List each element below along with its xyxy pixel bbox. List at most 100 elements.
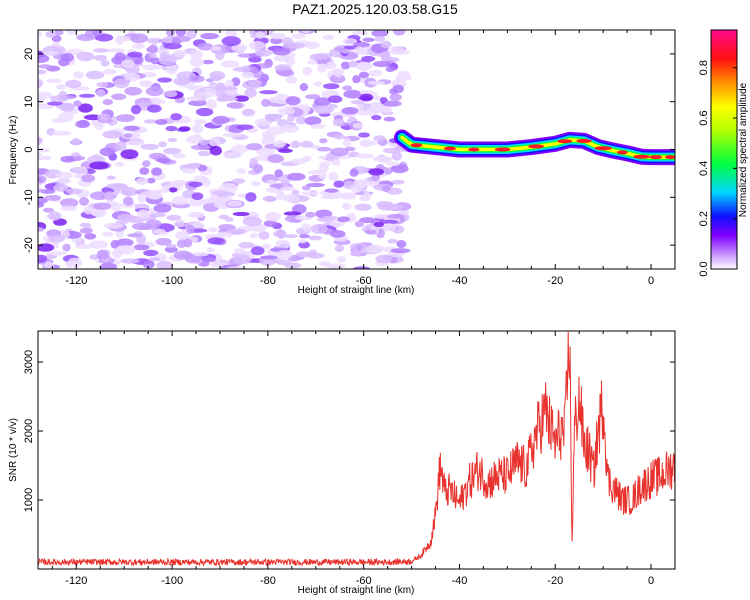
spectrogram-noise-cell (286, 172, 306, 181)
spectrogram-noise-cell (81, 174, 96, 183)
spectrogram-noise-cell (163, 147, 182, 155)
spectrogram-noise-cell (38, 148, 51, 153)
spectrogram-noise-cell (276, 190, 285, 201)
spectrogram-noise-cell (397, 70, 411, 79)
spectrogram-noise-cell (205, 78, 214, 83)
spectrogram-noise-cell (38, 103, 54, 110)
spectrogram-noise-cell (38, 137, 41, 147)
spectrogram-noise-cell (53, 183, 69, 192)
spectrogram-noise-cell (194, 91, 210, 97)
spectrogram-noise-cell (319, 138, 328, 144)
spectrogram-noise-cell (305, 94, 321, 100)
spectrogram-noise-cell (280, 180, 290, 187)
spectrogram-noise-cell (349, 243, 367, 250)
spectrogram-noise-cell (97, 113, 111, 121)
spectrogram-noise-cell (224, 217, 234, 222)
spectrogram-noise-cell (232, 178, 245, 184)
spectrogram-noise-cell (275, 259, 292, 265)
spectrogram-noise-cell (358, 61, 371, 70)
spectrogram-noise-cell (232, 66, 251, 72)
spectrogram-noise-cell (76, 33, 96, 42)
spectrogram-noise-cell (386, 213, 405, 219)
spectrogram-x-tick-label: -20 (547, 275, 563, 287)
spectrogram-noise-cell (208, 226, 218, 233)
colorbar: 0.0 0.2 0.4 0.6 0.8 Normalized spectral ampl… (698, 29, 749, 277)
snr-x-tick-label: -60 (356, 575, 372, 587)
spectrogram-noise-cell (368, 168, 385, 176)
spectrogram-noise-cell (253, 164, 264, 174)
spectrogram-noise-cell (249, 232, 258, 239)
spectrogram-noise-cell (174, 221, 186, 228)
colorbar-label: Normalized spectral amplitude (738, 82, 749, 217)
spectrogram-noise-cell (130, 33, 149, 44)
spectrogram-noise-cell (51, 130, 71, 136)
spectrogram-noise-cell (236, 168, 246, 174)
spectrogram-noise-cell (399, 210, 410, 215)
spectrogram-noise-cell (205, 99, 217, 110)
spectrogram-noise-cell (184, 163, 200, 170)
spectrogram-noise-cell (361, 55, 376, 62)
spectrogram-noise-cell (206, 247, 216, 253)
spectrogram-noise-cell (120, 258, 140, 264)
spectrogram-noise-cell (313, 81, 323, 87)
spectrogram-noise-cell (60, 52, 75, 62)
spectrogram-noise-cell (352, 122, 363, 129)
spectrogram-x-tick-label: 0 (648, 275, 654, 287)
spectrogram-noise-cell (48, 234, 65, 243)
spectrogram-noise-cell (90, 209, 104, 217)
spectrogram-noise-cell (172, 179, 190, 186)
spectrogram-noise-cell (38, 64, 53, 69)
spectrogram-noise-cell (215, 50, 225, 61)
spectrogram-ridge-peak (616, 150, 628, 155)
spectrogram-noise-cell (57, 112, 74, 122)
spectrogram-noise-cell (250, 181, 262, 187)
spectrogram-noise-cell (226, 102, 243, 109)
spectrogram-noise-cell (147, 104, 162, 113)
spectrogram-noise-cell (259, 255, 278, 260)
spectrogram-noise-cell (308, 249, 317, 257)
spectrogram-noise-cell (263, 220, 278, 228)
snr-x-tick-label: -20 (547, 575, 563, 587)
spectrogram-noise-cell (60, 205, 78, 211)
spectrogram-noise-cell (142, 64, 162, 71)
spectrogram-noise-cell (313, 97, 331, 107)
spectrogram-noise-cell (393, 30, 406, 36)
spectrogram-noise-cell (38, 227, 45, 233)
spectrogram-noise-cells (38, 30, 413, 269)
spectrogram-noise-cell (99, 262, 118, 269)
spectrogram-noise-cell (92, 48, 110, 53)
spectrogram-noise-cell (166, 64, 178, 75)
spectrogram-noise-cell (371, 115, 382, 121)
spectrogram-noise-cell (116, 114, 135, 123)
spectrogram-noise-cell (390, 164, 409, 174)
spectrogram-noise-cell (220, 60, 240, 68)
spectrogram-x-tick-label: -80 (260, 275, 276, 287)
spectrogram-noise-cell (216, 231, 234, 238)
spectrogram-noise-cell (289, 158, 307, 165)
spectrogram-ridge-peak (468, 147, 480, 152)
spectrogram-noise-cell (372, 60, 391, 68)
spectrogram-noise-cell (391, 179, 405, 185)
spectrogram-noise-cell (120, 149, 139, 160)
spectrogram-noise-cell (290, 140, 301, 149)
spectrogram-noise-cell (211, 74, 222, 82)
spectrogram-noise-cell (323, 83, 340, 90)
colorbar-gradient (711, 30, 737, 269)
spectrogram-noise-cell (307, 60, 318, 65)
spectrogram-noise-cell (38, 152, 43, 157)
spectrogram-noise-cell (246, 143, 263, 151)
spectrogram-noise-cell (151, 167, 163, 176)
spectrogram-noise-cell (103, 68, 117, 75)
spectrogram-noise-cell (92, 30, 103, 37)
spectrogram-noise-cell (164, 246, 178, 253)
spectrogram-noise-cell (365, 229, 377, 235)
spectrogram-noise-cell (211, 190, 230, 195)
spectrogram-noise-cell (352, 266, 371, 269)
spectrogram-noise-cell (78, 93, 96, 98)
spectrogram-noise-cell (333, 180, 345, 188)
spectrogram-noise-cell (245, 192, 257, 202)
spectrogram-noise-cell (75, 120, 91, 129)
spectrogram-noise-cell (155, 119, 168, 125)
spectrogram-noise-cell (44, 254, 58, 259)
